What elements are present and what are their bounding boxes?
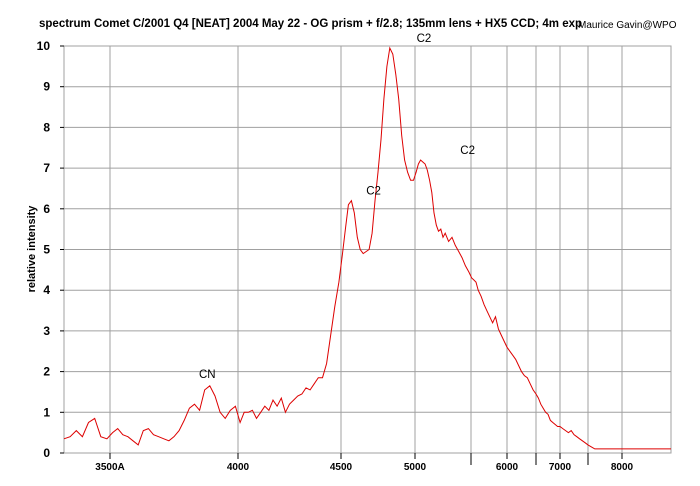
peak-annotation: C2: [366, 186, 381, 198]
x-tick-label: 5000: [404, 462, 427, 473]
y-axis: 0 1 2 3 4 5 6 7 8 9 10: [37, 39, 64, 460]
y-tick-label: 0: [43, 446, 50, 460]
y-tick-label: 7: [43, 161, 50, 175]
spectrum-series-line: [63, 46, 671, 450]
y-tick-label: 5: [43, 243, 50, 257]
peak-annotation: CN: [199, 369, 216, 381]
y-tick-label: 2: [43, 365, 50, 379]
chart-title: spectrum Comet C/2001 Q4 [NEAT] 2004 May…: [39, 18, 582, 30]
peak-annotation: C2: [460, 145, 475, 157]
x-axis: 3500A 4000 4500 5000 6000 7000 8000: [95, 453, 634, 473]
chart-credit: Maurice Gavin@WPO: [578, 20, 677, 31]
annotations: CN C2 C2 C2: [199, 33, 475, 381]
x-tick-label: 7000: [549, 462, 572, 473]
y-axis-label: relative intensity: [26, 205, 38, 293]
y-tick-label: 1: [43, 405, 50, 419]
peak-annotation: C2: [417, 33, 432, 45]
y-tick-label: 8: [43, 120, 50, 134]
y-tick-label: 4: [43, 283, 50, 297]
x-tick-label: 3500A: [95, 462, 124, 473]
y-tick-label: 6: [43, 202, 50, 216]
x-tick-label: 4500: [330, 462, 353, 473]
x-tick-label: 8000: [611, 462, 634, 473]
x-tick-label: 4000: [227, 462, 250, 473]
x-tick-label: 6000: [496, 462, 519, 473]
y-tick-label: 10: [37, 39, 51, 53]
grid: [64, 46, 671, 453]
y-tick-label: 9: [43, 80, 50, 94]
y-tick-label: 3: [43, 324, 50, 338]
